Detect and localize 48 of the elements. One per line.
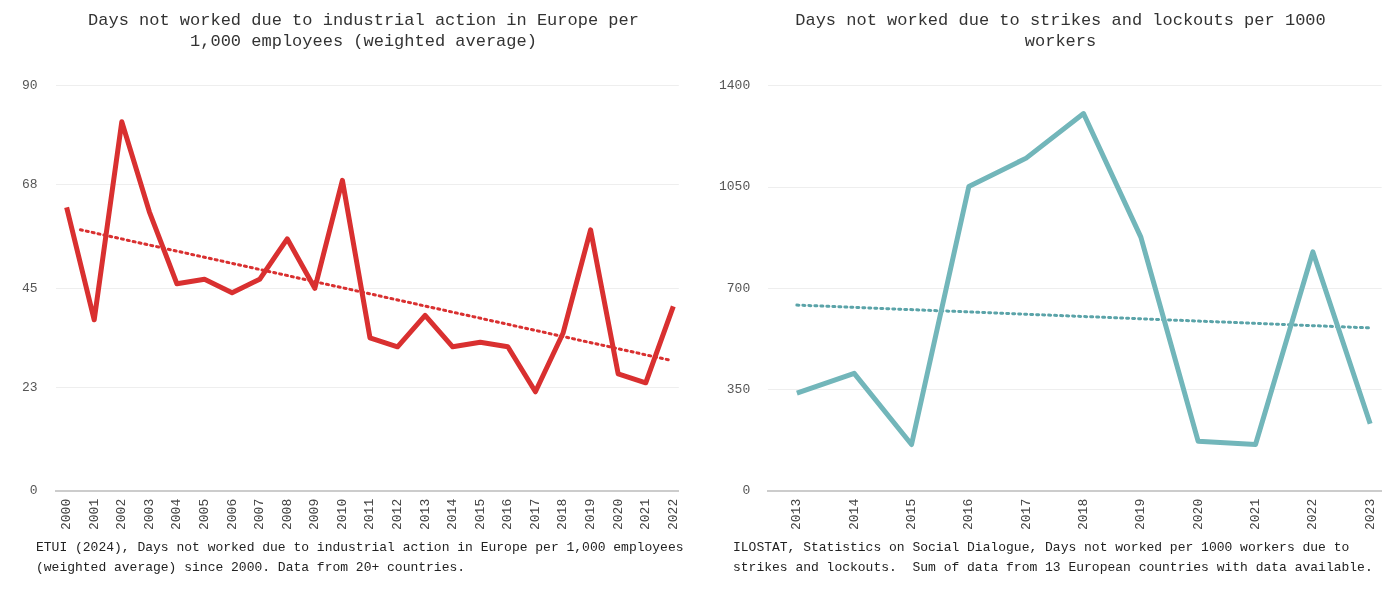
y-tick-label: 68 xyxy=(21,177,38,193)
x-tick-label: 2002 xyxy=(114,498,130,531)
y-tick-label: 23 xyxy=(21,379,38,395)
x-tick-label: 2022 xyxy=(665,498,681,531)
x-tick-label: 2009 xyxy=(307,498,323,531)
x-tick-label: 2017 xyxy=(1018,498,1034,531)
x-tick-label: 2015 xyxy=(903,498,919,531)
x-tick-label: 2003 xyxy=(141,498,157,531)
x-tick-label: 2014 xyxy=(445,498,461,531)
chart-title: Days not worked due to strikes and lockouts per 1000 workers xyxy=(794,10,1327,53)
x-tick-label: 2023 xyxy=(1362,498,1378,531)
chart-title: Days not worked due to industrial action in Europe per 1,000 employees (weighted average) xyxy=(87,10,640,53)
x-tick-label: 2019 xyxy=(1133,498,1149,531)
x-tick-label: 2016 xyxy=(961,498,977,531)
y-tick-label: 1050 xyxy=(718,179,751,195)
x-tick-label: 2016 xyxy=(500,498,516,531)
y-tick-label: 0 xyxy=(29,483,38,499)
y-tick-label: 90 xyxy=(21,78,38,94)
x-tick-label: 2020 xyxy=(610,498,626,531)
x-tick-label: 2017 xyxy=(527,498,543,531)
x-tick-label: 2021 xyxy=(1247,498,1263,531)
text: ETUI (2024), Days not worked due to industrial action in Europe per 1,000 employees (weighted average) since 2000. Data from 20+ countries. xyxy=(35,539,685,577)
x-tick-label: 2021 xyxy=(638,498,654,531)
x-tick-label: 2022 xyxy=(1305,498,1321,531)
y-tick-label: 45 xyxy=(21,280,38,296)
y-tick-label: 350 xyxy=(726,381,751,397)
text: ILOSTAT, Statistics on Social Dialogue, Days not worked per 1000 workers due to strikes and lockouts. Sum of data from 13 European countries with data available. xyxy=(732,539,1374,577)
y-tick-label: 0 xyxy=(742,483,751,499)
x-tick-label: 2013 xyxy=(417,498,433,531)
x-tick-label: 2006 xyxy=(224,498,240,531)
x-tick-label: 2008 xyxy=(279,498,295,531)
x-tick-label: 2014 xyxy=(846,498,862,531)
x-tick-label: 2000 xyxy=(59,498,75,531)
x-tick-label: 2019 xyxy=(583,498,598,531)
x-tick-label: 2001 xyxy=(86,498,102,531)
x-tick-label: 2011 xyxy=(362,498,378,531)
x-tick-label: 2018 xyxy=(555,498,571,531)
x-tick-label: 2012 xyxy=(389,498,405,531)
x-tick-label: 2004 xyxy=(169,498,185,531)
y-tick-label: 1400 xyxy=(718,78,751,94)
x-tick-label: 2020 xyxy=(1190,498,1206,531)
x-tick-label: 2015 xyxy=(472,498,488,531)
y-tick-label: 700 xyxy=(726,280,751,296)
x-tick-label: 2018 xyxy=(1075,498,1091,531)
x-tick-label: 2005 xyxy=(196,498,212,531)
x-tick-label: 2010 xyxy=(334,498,350,531)
x-tick-label: 2013 xyxy=(789,498,805,531)
x-tick-label: 2007 xyxy=(252,498,268,531)
